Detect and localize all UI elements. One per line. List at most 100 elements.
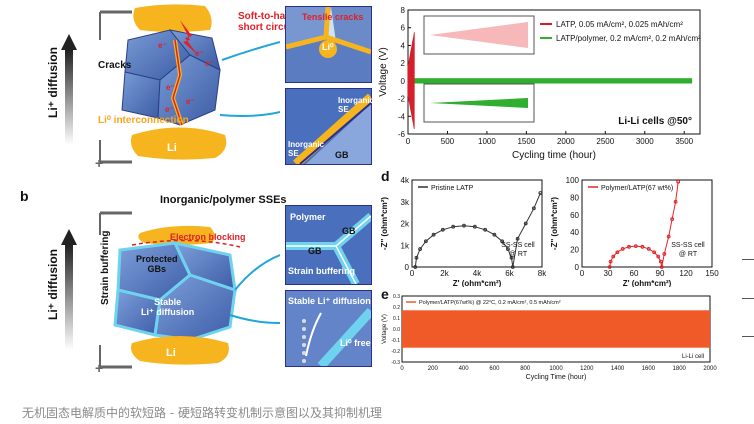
chart-d1-xtick-4: 8k (538, 269, 547, 278)
chart-d1-annotation-0: SS-SS cell (501, 242, 535, 249)
chart-c-xtick-label-4: 2000 (557, 137, 575, 146)
polymer-graphic (286, 212, 371, 284)
inset-li0-label: Li⁰ (322, 42, 334, 52)
chart-e-xtick-7: 1400 (611, 366, 625, 372)
chart-c-xtick-label-2: 1000 (478, 137, 496, 146)
chart-d2-point-14 (666, 234, 671, 239)
chart-d1-point-4 (431, 232, 436, 237)
right-rule-2 (742, 298, 754, 299)
chart-c-series-latp (407, 32, 415, 130)
chart-e-ytick-3: 0.0 (393, 327, 400, 333)
polymer-inset (285, 205, 372, 285)
chart-d2-ylabel: -Z'' (ohm*cm²) (550, 197, 559, 250)
chart-d1-point-1 (414, 255, 419, 260)
chart-d2-point-7 (640, 244, 645, 249)
tensile-cracks-label: Tensile cracks (302, 12, 364, 22)
chart-c-legend-label-1: LATP/polymer, 0.2 mA/cm², 0.2 mAh/cm² (556, 34, 701, 43)
chart-c-ytick-label-2: -2 (398, 95, 406, 104)
chart-e-legend: Polymer/LATP(67wt%) @ 22°C, 0.2 mA/cm², … (419, 300, 561, 306)
chart-e-xtick-3: 600 (489, 366, 500, 372)
chart-d1-frame (411, 179, 543, 268)
soft-to-hard-label: Soft-to-hard short circuit (238, 11, 296, 33)
chart-d1-point-10 (492, 232, 497, 237)
chart-e-ytick-6: 0.3 (393, 294, 400, 300)
figure-caption: 无机固态电解质中的软短路 - 硬短路转变机制示意图以及其抑制机理 (22, 406, 382, 420)
stable-diffusion-inset (285, 290, 372, 367)
chart-d2-curve (609, 181, 679, 268)
chart-d2-point-1 (608, 259, 613, 264)
panel-b-title: Inorganic/polymer SSEs (160, 194, 287, 206)
panel-b-li-label: Li (166, 347, 176, 359)
chart-e-ytick-0: -0.3 (391, 360, 400, 366)
chart-d1-point-0 (413, 265, 418, 269)
chart-e-ytick-4: 0.1 (393, 316, 400, 322)
electron-a2: e⁻ (195, 49, 204, 58)
chart-d2-point-0 (607, 265, 612, 269)
chart-d1-ytick-1: 1k (401, 241, 410, 250)
chart-d2-xtick-4: 120 (679, 269, 693, 278)
chart-d1-point-12 (506, 247, 510, 251)
chart-e-ytick-5: 0.2 (393, 305, 400, 311)
panel-b-schematic: + (61, 211, 280, 375)
chart-d1-xlabel: Z' (ohm*cm²) (453, 279, 502, 287)
chart-c-xtick-label-1: 500 (441, 137, 455, 146)
chart-c-inset-2-band (430, 98, 528, 108)
chart-d2-ytick-0: 0 (575, 263, 580, 272)
chart-e-xtick-1: 200 (428, 366, 439, 372)
panel-e-letter: e (381, 286, 389, 302)
li0-free-label: Li⁰ free (340, 338, 371, 348)
chart-d2-point-13 (662, 252, 667, 256)
chart-d1-ytick-4: 4k (401, 176, 410, 185)
chart-d1-point-13 (509, 255, 514, 260)
chart-c-ytick-label-4: 2 (401, 59, 406, 68)
chart-d2-xtick-1: 30 (604, 269, 613, 278)
strain-buffering-inset-label: Strain buffering (288, 266, 355, 276)
chart-d1-xtick-3: 6k (505, 269, 514, 278)
chart-d1-xtick-2: 4k (473, 269, 482, 278)
chart-d2-point-4 (620, 247, 625, 251)
chart-e-xtick-6: 1200 (580, 366, 594, 372)
chart-d1-point-6 (451, 224, 456, 229)
cracks-label: Cracks (98, 60, 132, 71)
chart-e-xtick-5: 1000 (549, 366, 563, 372)
chart-d2: 0 30 60 90 120 150 0 20 40 60 80 100 Z' (ohm*cm²) -Z'… (550, 176, 719, 287)
chart-d1-point-18 (538, 191, 543, 195)
gb-graphic (286, 89, 371, 164)
chart-d2-xtick-3: 90 (656, 269, 665, 278)
chart-d2-ytick-2: 40 (570, 228, 579, 237)
svg-text:+: + (95, 155, 103, 171)
chart-c-ytick-label-5: 4 (401, 41, 406, 50)
chart-e-ylabel: Voltage (V) (382, 314, 388, 344)
chart-d2-xlabel: Z' (ohm*cm²) (623, 279, 672, 287)
chart-d2-point-11 (658, 259, 663, 264)
chart-d2-point-2 (611, 254, 616, 259)
chart-e-xtick-8: 1600 (642, 366, 656, 372)
chart-d1-point-8 (472, 224, 477, 229)
chart-d1-point-14 (510, 265, 515, 269)
chart-c-ylabel: Voltage (V) (378, 47, 389, 96)
chart-d1-point-11 (500, 239, 505, 244)
chart-d1-point-2 (418, 247, 422, 251)
chart-c-ytick-label-3: 0 (401, 77, 406, 86)
electron-a5: e⁻ (186, 97, 195, 106)
chart-d2-point-16 (673, 199, 678, 204)
chart-e-ytick-1: -0.2 (391, 349, 400, 355)
chart-d2-xtick-0: 0 (580, 269, 585, 278)
chart-d2-point-15 (670, 217, 675, 222)
chart-d1-point-7 (462, 223, 466, 228)
chart-d2-frame (581, 179, 713, 268)
panel-b-diffusion-label: Li⁺ diffusion (46, 249, 60, 320)
chart-c: 0 500 1000 1500 2000 2500 3000 3500 -6 -4 -2 0 2 4 6 8 C… (378, 6, 701, 161)
electron-blocking-label: Electron blocking (170, 232, 246, 242)
chart-d2-point-5 (627, 244, 631, 249)
chart-c-series-polymer (408, 78, 693, 84)
chart-c-annotation: Li-Li cells @50° (618, 116, 692, 127)
chart-d1-point-9 (483, 227, 488, 232)
panel-b-letter: b (20, 188, 29, 204)
svg-text:+: + (95, 360, 103, 375)
panel-a-li-label: Li (167, 142, 177, 154)
chart-c-xtick-label-5: 2500 (596, 137, 614, 146)
chart-d1-annotation-1: @ RT (509, 251, 528, 258)
chart-d2-point-12 (659, 265, 664, 269)
